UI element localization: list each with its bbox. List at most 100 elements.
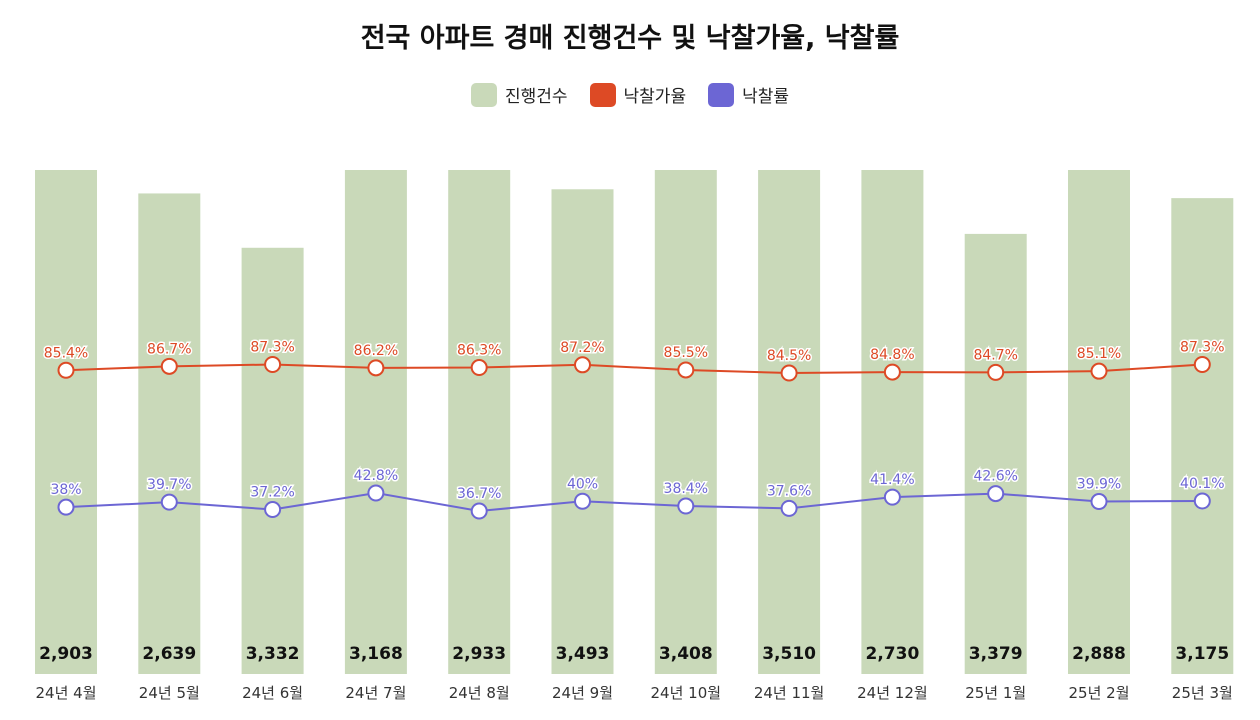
data-label: 40.1% — [1180, 476, 1224, 492]
data-label: 37.2% — [250, 485, 294, 501]
x-tick-label: 24년 8월 — [449, 684, 510, 702]
chart-title: 전국 아파트 경매 진행건수 및 낙찰가율, 낙찰률 — [360, 23, 900, 54]
legend-item-success-rate[interactable]: 낙찰률 — [708, 82, 789, 107]
x-tick-label: 24년 7월 — [345, 684, 406, 702]
bar-value-label: 3,493 — [556, 644, 610, 664]
data-point — [160, 357, 178, 375]
data-point — [470, 502, 488, 520]
data-point — [367, 484, 385, 502]
data-label: 85.4% — [44, 345, 88, 361]
bar-value-label: 3,168 — [349, 644, 403, 664]
data-point — [883, 488, 901, 506]
data-label: 84.8% — [870, 347, 914, 363]
bar-series: 2,903 24년 4월 2,639 24년 5월 3,332 24년 6월 3,168 24… — [35, 170, 1234, 702]
bar-value-label: 2,933 — [452, 644, 506, 664]
data-point — [574, 356, 591, 374]
x-tick-label: 24년 12월 — [857, 684, 928, 702]
legend-swatch-bid-price-rate — [589, 82, 616, 107]
bar-value-label: 3,408 — [659, 644, 713, 664]
legend-swatch-progress-count — [470, 82, 497, 107]
data-label: 87.3% — [1180, 340, 1224, 356]
bar — [551, 189, 614, 674]
data-point — [780, 499, 798, 517]
data-label: 37.6% — [767, 483, 811, 499]
data-point — [160, 493, 178, 511]
data-label: 38.4% — [664, 481, 708, 497]
bar — [758, 170, 821, 674]
bar — [1068, 170, 1130, 674]
legend-label-progress-count: 진행건수 — [504, 87, 568, 107]
bar — [964, 233, 1027, 674]
data-label: 87.2% — [560, 340, 604, 356]
data-label: 85.1% — [1077, 346, 1121, 362]
bar-value-label: 2,903 — [39, 644, 93, 664]
bar — [448, 170, 511, 674]
data-point — [57, 498, 75, 516]
data-label: 86.7% — [147, 341, 191, 357]
legend-label-success-rate: 낙찰률 — [742, 87, 790, 107]
bar-value-label: 2,639 — [142, 644, 196, 664]
legend-item-bid-price-rate[interactable]: 낙찰가율 — [589, 82, 687, 107]
bar — [861, 170, 924, 674]
data-label: 85.5% — [664, 345, 708, 361]
legend-label-bid-price-rate: 낙찰가율 — [623, 87, 687, 107]
data-point — [987, 363, 1005, 381]
data-point — [57, 361, 75, 379]
bar — [138, 193, 201, 675]
data-point — [780, 364, 798, 382]
data-label: 86.3% — [457, 343, 501, 359]
bar-value-label: 2,730 — [866, 644, 920, 664]
x-tick-label: 24년 6월 — [242, 684, 303, 702]
data-label: 41.4% — [870, 472, 914, 488]
x-tick-label: 25년 3월 — [1172, 684, 1233, 702]
bar-value-label: 3,175 — [1175, 644, 1229, 664]
x-tick-label: 24년 4월 — [36, 684, 97, 702]
data-point — [1090, 362, 1108, 380]
legend: 진행건수 낙찰가율 낙찰률 — [0, 82, 1260, 107]
bar — [241, 247, 304, 674]
line-series-bid-price-rate: 85.4% 86.7% 87.3% 86.2% 86.3% 87.2% 85.5% 84.5%… — [42, 338, 1226, 382]
data-point — [883, 363, 901, 381]
data-point — [677, 361, 695, 379]
data-label: 36.7% — [457, 486, 501, 502]
data-label: 42.6% — [973, 469, 1017, 485]
legend-item-progress-count[interactable]: 진행건수 — [470, 82, 568, 107]
x-tick-label: 25년 2월 — [1069, 684, 1130, 702]
line-series-success-rate: 38% 39.7% 37.2% 42.8% 36.7% 40% 38.4% 37.6% 41.4… — [49, 467, 1226, 520]
bar — [1171, 198, 1234, 675]
data-label: 40% — [567, 476, 598, 492]
data-label: 84.7% — [973, 347, 1017, 363]
bar — [344, 170, 407, 674]
bar-value-label: 3,332 — [246, 644, 300, 664]
data-point — [264, 501, 282, 519]
data-point — [470, 359, 488, 377]
legend-swatch-success-rate — [708, 82, 735, 107]
data-label: 38% — [50, 482, 81, 498]
data-label: 87.3% — [250, 340, 294, 356]
data-label: 39.7% — [147, 477, 191, 493]
data-point — [1193, 492, 1211, 510]
data-point — [1090, 493, 1108, 511]
bar-value-label: 2,888 — [1072, 644, 1126, 664]
bar-value-label: 3,510 — [762, 644, 816, 664]
data-point — [367, 359, 385, 377]
x-tick-label: 24년 9월 — [552, 684, 613, 702]
data-point — [1193, 356, 1211, 373]
data-point — [987, 485, 1005, 503]
x-tick-label: 24년 10월 — [651, 684, 722, 702]
x-tick-label: 24년 5월 — [139, 684, 200, 702]
bar — [654, 170, 717, 674]
bar — [35, 170, 97, 674]
data-point — [574, 492, 591, 510]
data-label: 84.5% — [767, 348, 811, 364]
data-label: 86.2% — [354, 343, 398, 359]
data-label: 42.8% — [354, 468, 398, 484]
data-point — [677, 497, 695, 515]
bar-value-label: 3,379 — [969, 644, 1023, 664]
series-line — [65, 363, 1203, 375]
data-point — [264, 356, 282, 373]
x-tick-label: 25년 1월 — [965, 684, 1026, 702]
x-tick-label: 24년 11월 — [754, 684, 825, 702]
